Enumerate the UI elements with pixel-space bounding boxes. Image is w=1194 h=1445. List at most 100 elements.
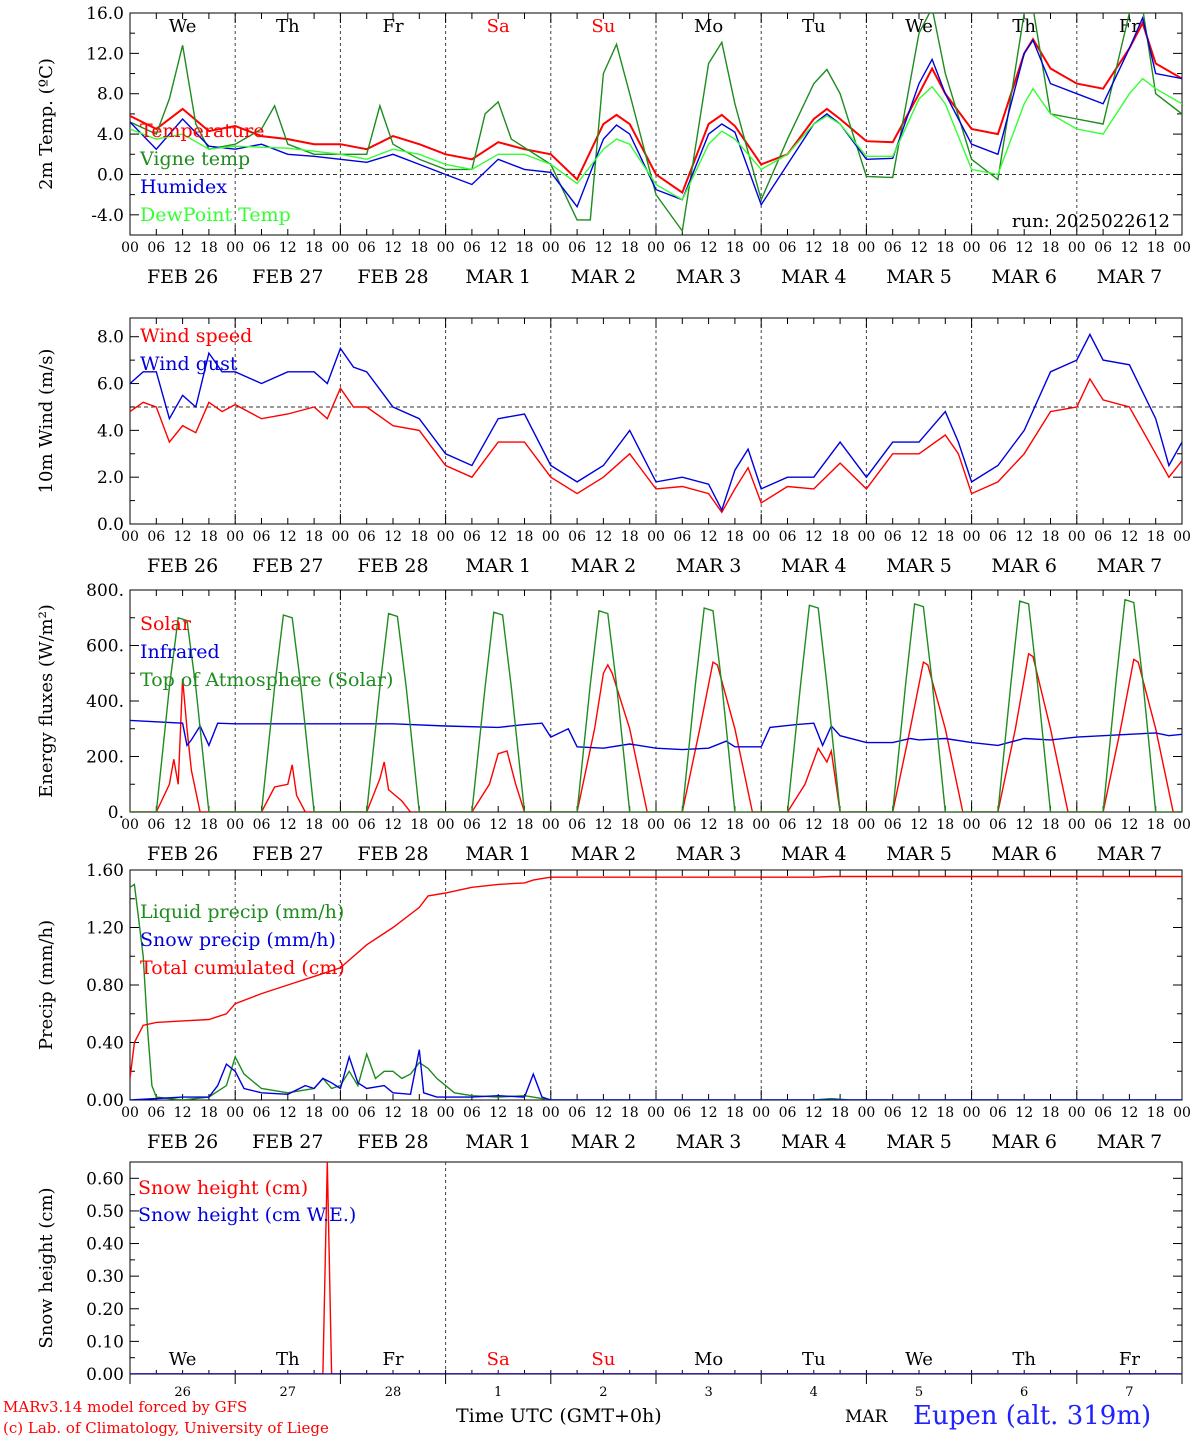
- y-tick-label: -4.0: [91, 206, 124, 226]
- date-label: FEB 27: [252, 843, 323, 865]
- hour-label: 18: [621, 1105, 639, 1121]
- hour-label: 00: [963, 529, 981, 545]
- y-tick-label: 6.0: [97, 375, 124, 395]
- hour-label: 12: [1120, 240, 1138, 256]
- y-tick-label: 0.0: [97, 165, 124, 185]
- weekday-label: Th: [1012, 1349, 1036, 1370]
- date-label: MAR 7: [1097, 843, 1163, 865]
- hour-label: 18: [200, 529, 218, 545]
- hour-label: 06: [147, 817, 165, 833]
- date-label: MAR 6: [991, 555, 1057, 577]
- legend-entry: Vigne temp: [139, 148, 250, 170]
- hour-label: 00: [437, 240, 455, 256]
- y-tick-label: 0.00: [86, 1365, 124, 1385]
- hour-label: 18: [1147, 1105, 1165, 1121]
- hour-label: 18: [936, 240, 954, 256]
- hour-label: 00: [121, 240, 139, 256]
- hour-label: 00: [647, 529, 665, 545]
- weekday-label: Th: [1012, 16, 1036, 37]
- hour-label: 00: [331, 1105, 349, 1121]
- hour-label: 12: [700, 817, 718, 833]
- y-tick-label: 0.40: [86, 1235, 124, 1255]
- hour-label: 18: [1042, 1105, 1060, 1121]
- hour-label: 06: [147, 240, 165, 256]
- y-tick-label: 600.: [86, 637, 124, 657]
- y-tick-label: 2.0: [97, 468, 124, 488]
- date-label: MAR 3: [676, 843, 742, 865]
- hour-label: 18: [831, 240, 849, 256]
- date-label: MAR 7: [1097, 1131, 1163, 1153]
- legend-entry: Snow precip (mm/h): [140, 929, 336, 951]
- y-tick-label: 0.60: [86, 1169, 124, 1189]
- hour-label: 06: [989, 529, 1007, 545]
- hour-label: 12: [910, 1105, 928, 1121]
- hour-label: 06: [253, 529, 271, 545]
- hour-label: 12: [384, 529, 402, 545]
- day-number: 3: [704, 1385, 712, 1400]
- date-label: MAR 6: [991, 843, 1057, 865]
- hour-label: 00: [963, 240, 981, 256]
- hour-label: 06: [463, 240, 481, 256]
- hour-label: 18: [936, 817, 954, 833]
- weekday-label: We: [169, 1349, 197, 1370]
- hour-label: 18: [621, 240, 639, 256]
- hour-label: 00: [226, 817, 244, 833]
- hour-label: 12: [700, 240, 718, 256]
- hour-label: 12: [910, 529, 928, 545]
- date-label: MAR 2: [571, 1131, 637, 1153]
- hour-label: 06: [147, 529, 165, 545]
- hour-label: 12: [489, 529, 507, 545]
- date-label: FEB 26: [147, 555, 218, 577]
- weekday-label: Su: [591, 1349, 615, 1370]
- day-number: 1: [494, 1385, 502, 1400]
- date-label: FEB 26: [147, 266, 218, 288]
- hour-label: 00: [857, 1105, 875, 1121]
- series-dewpoint-temp: [130, 77, 1182, 201]
- date-label: FEB 28: [357, 266, 428, 288]
- hour-label: 12: [279, 1105, 297, 1121]
- hour-label: 06: [673, 817, 691, 833]
- y-axis-title: Energy fluxes (W/m²): [36, 604, 57, 798]
- hour-label: 18: [410, 529, 428, 545]
- hour-label: 00: [752, 529, 770, 545]
- hour-label: 00: [331, 240, 349, 256]
- hour-label: 06: [673, 240, 691, 256]
- date-label: FEB 27: [252, 1131, 323, 1153]
- hour-label: 12: [1015, 240, 1033, 256]
- day-number: 7: [1125, 1385, 1133, 1400]
- date-label: MAR 3: [676, 266, 742, 288]
- hour-label: 18: [1147, 240, 1165, 256]
- y-tick-label: 0.30: [86, 1267, 124, 1287]
- hour-label: 06: [358, 240, 376, 256]
- y-tick-label: 200.: [86, 748, 124, 768]
- hour-label: 00: [1068, 240, 1086, 256]
- hour-label: 12: [1015, 1105, 1033, 1121]
- panel-4: 1.60 1.20 0.80 0.40 0.00 Precip (mm/h) 00 06 12 1…: [36, 861, 1191, 1153]
- hour-label: 18: [831, 817, 849, 833]
- hour-label: 00: [226, 240, 244, 256]
- hour-label: 12: [1120, 817, 1138, 833]
- weekday-label: Sa: [487, 16, 510, 37]
- hour-label: 06: [568, 1105, 586, 1121]
- weekday-label: Fr: [382, 1349, 403, 1370]
- hour-label: 18: [936, 1105, 954, 1121]
- hour-label: 12: [174, 240, 192, 256]
- series-wind-speed: [130, 377, 1182, 514]
- day-number: 26: [174, 1385, 191, 1400]
- hour-label: 18: [516, 1105, 534, 1121]
- hour-label: 12: [594, 240, 612, 256]
- weekday-label: Th: [276, 16, 300, 37]
- date-label: FEB 28: [357, 1131, 428, 1153]
- month-label: MAR: [845, 1407, 888, 1427]
- y-tick-label: 1.60: [86, 861, 124, 881]
- hour-label: 18: [200, 240, 218, 256]
- hour-label: 00: [437, 529, 455, 545]
- hour-label: 06: [989, 1105, 1007, 1121]
- hour-label: 06: [989, 817, 1007, 833]
- series-humidex: [130, 15, 1182, 209]
- hour-label: 12: [805, 240, 823, 256]
- date-label: MAR 2: [571, 555, 637, 577]
- hour-label: 00: [121, 1105, 139, 1121]
- legend-entry: Wind speed: [140, 325, 252, 347]
